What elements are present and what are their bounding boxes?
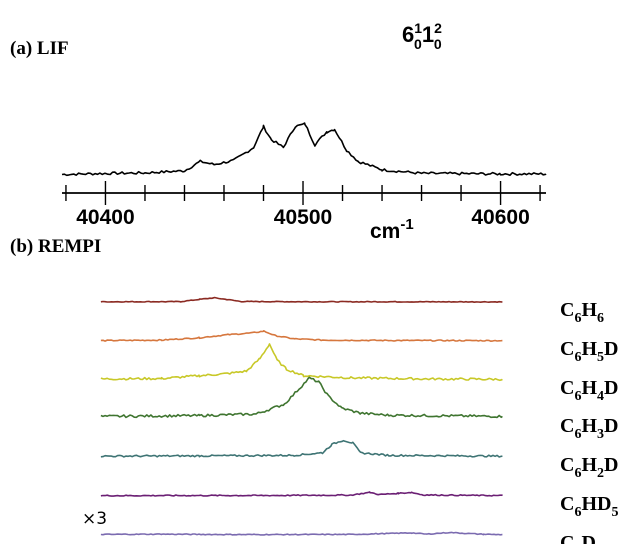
x-tick-label: 40600 [471,206,529,229]
rempi-species-labels: C6H6 C6H5D C6H4D C6H3D C6H2D C6HD5 C6D6 [560,299,618,544]
scale-factor-label: ×3 [82,509,107,529]
lif-spectrum [61,122,547,177]
band-label: 61 012 0 [402,20,442,52]
rempi-spectra [100,296,504,536]
x-axis-unit: cm-1 [370,216,414,243]
series-label-1: C6H6 [560,299,604,326]
series-label-7: C6D6 [560,532,603,544]
series-label-4: C6H3D [560,415,618,442]
x-tick-label: 40400 [76,206,134,229]
series-label-5: C6H2D [560,454,618,481]
rempi-trace-7 [100,531,504,536]
lif-trace-line [61,122,547,177]
rempi-trace-6 [100,491,504,497]
panel-a-label: (a) LIF [10,38,69,59]
series-label-3: C6H4D [560,377,618,404]
rempi-trace-1 [100,296,503,303]
rempi-trace-4 [100,376,503,419]
series-label-2: C6H5D [560,338,618,365]
lif-x-axis: 40400 40500 40600 [62,181,546,229]
x-tick-label: 40500 [274,206,332,229]
rempi-trace-3 [100,343,503,382]
rempi-trace-2 [100,330,503,342]
rempi-trace-5 [100,439,503,458]
panel-b-label: (b) REMPI [10,236,101,257]
series-label-6: C6HD5 [560,493,618,520]
